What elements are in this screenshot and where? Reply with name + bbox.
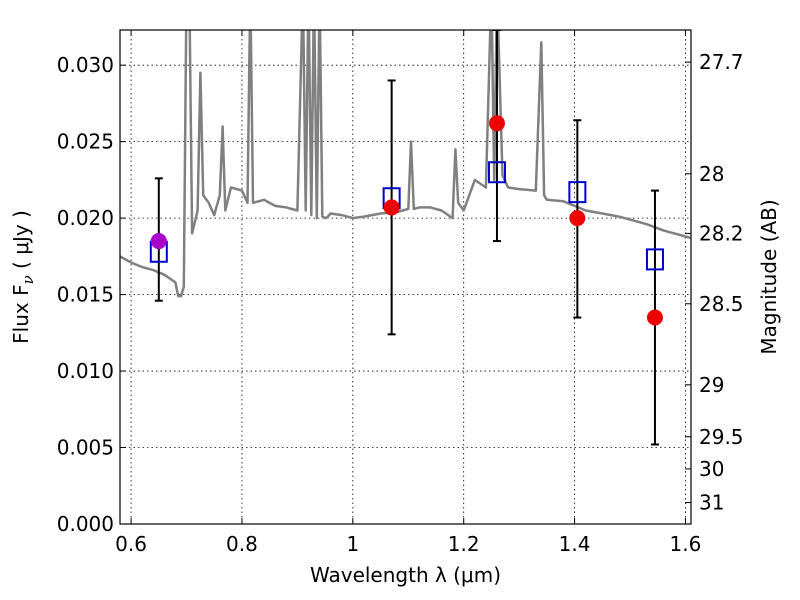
y-tick-label: 0.010	[57, 359, 114, 383]
observed-point-circle	[488, 115, 505, 132]
error-bar	[492, 30, 501, 243]
y-tick-label: 0.030	[57, 53, 114, 77]
y2-tick-label: 28.5	[699, 292, 744, 316]
y-axis-label-main: Flux F	[9, 284, 33, 343]
y-axis-label-subscript: ν	[19, 275, 37, 284]
y2-tick-label: 29	[699, 373, 724, 397]
observed-point-circle	[150, 233, 167, 250]
y2-tick-label: 28.2	[699, 221, 744, 245]
y2-tick-label: 27.7	[699, 50, 744, 74]
x-tick-label: 1.6	[670, 532, 702, 556]
y2-tick-label: 31	[699, 491, 724, 515]
error-bars	[154, 30, 659, 446]
model-point-square	[568, 181, 587, 204]
observed-point-circle	[383, 199, 400, 216]
y2-tick-label: 29.5	[699, 425, 744, 449]
observed-point-circle	[569, 210, 586, 227]
data-markers	[149, 115, 664, 326]
spectrum-line	[120, 30, 691, 298]
grid-lines	[120, 30, 691, 525]
x-tick-label: 0.8	[226, 532, 258, 556]
y-tick-label: 0.015	[57, 283, 114, 307]
x-tick-label: 1.2	[448, 532, 480, 556]
y-tick-label: 0.020	[57, 206, 114, 230]
x-tick-label: 0.6	[115, 532, 147, 556]
x-tick-label: 1	[346, 532, 359, 556]
model-spectrum	[120, 30, 691, 298]
x-tick-label: 1.4	[559, 532, 591, 556]
y2-tick-label: 28	[699, 162, 724, 186]
y-axis-label-unit: ( μJy )	[9, 210, 33, 275]
y-tick-label: 0.005	[57, 436, 114, 460]
model-point-square	[487, 161, 506, 184]
y-axis-label: Flux Fν ( μJy )	[9, 210, 37, 344]
model-point-square	[645, 248, 664, 271]
observed-point-circle	[646, 309, 663, 326]
y-tick-label: 0.000	[57, 512, 114, 536]
axis-ticks: 0.6 0.8 1 1.2 1.4 1.6 0.000 0.005 0.010 0.015 0.02…	[57, 30, 744, 556]
x-axis-label: Wavelength λ (μm)	[310, 563, 501, 587]
y2-tick-label: 30	[699, 457, 724, 481]
y2-axis-label: Magnitude (AB)	[757, 199, 781, 354]
plot-frame	[119, 29, 692, 525]
y-tick-label: 0.025	[57, 130, 114, 154]
